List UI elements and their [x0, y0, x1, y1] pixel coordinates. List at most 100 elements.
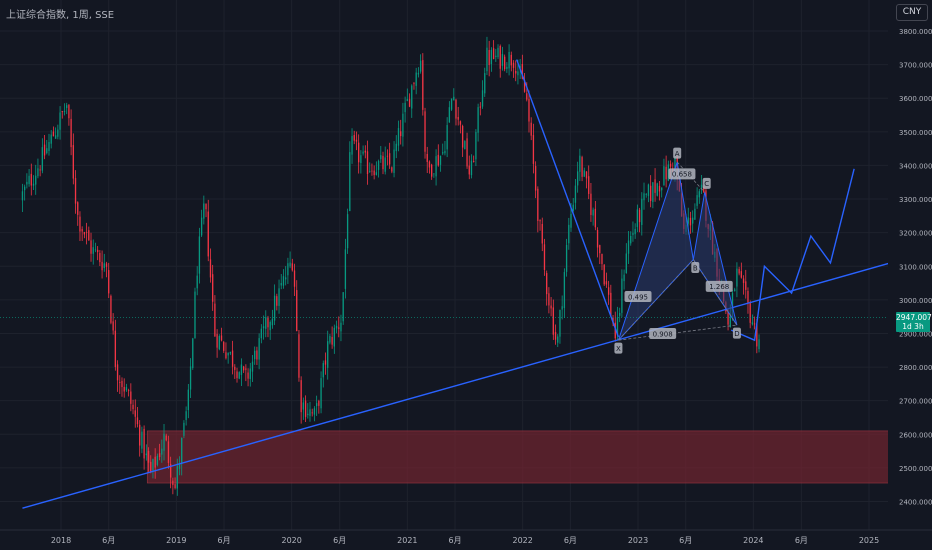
candle-body: [627, 240, 630, 254]
candle-body: [258, 338, 260, 360]
price-axis[interactable]: 2400.0000 2500.0000 2600.0000 2700.0000 2800…: [888, 0, 932, 550]
candle-body: [756, 323, 758, 347]
candle-body: [72, 145, 74, 179]
candle-body: [234, 366, 236, 370]
price-tick-label: 3500.0000: [899, 129, 932, 137]
candle-body: [663, 166, 665, 186]
candle-body: [557, 336, 559, 343]
candle-body: [342, 292, 344, 322]
point-label-a: A: [675, 150, 680, 158]
candle-body: [227, 352, 229, 356]
candle-body: [366, 151, 369, 174]
support-zone-rect: [146, 430, 927, 484]
candle-body: [590, 193, 592, 215]
candle-body: [331, 337, 333, 345]
candle-body: [240, 364, 243, 375]
time-tick-label: 6月: [102, 536, 115, 545]
time-tick-label: 2023: [628, 536, 648, 545]
candle-body: [424, 111, 426, 152]
candle-body: [344, 249, 347, 289]
point-label-b: B: [693, 264, 698, 272]
candle-body: [473, 161, 475, 163]
candle-body: [534, 165, 537, 191]
candle-body: [745, 281, 747, 290]
candle-body: [466, 138, 468, 167]
candle-body: [588, 176, 590, 194]
candle-body: [603, 264, 605, 285]
candle-body: [758, 339, 760, 350]
time-tick-label: 6月: [564, 536, 577, 545]
candle-body: [302, 402, 305, 410]
candle-body: [127, 390, 130, 392]
candle-body: [293, 270, 296, 287]
candle-body: [353, 135, 355, 141]
candle-body: [183, 422, 185, 436]
candle-body: [619, 312, 621, 316]
candle-body: [616, 317, 619, 336]
candle-body: [254, 350, 256, 360]
candle-body: [415, 72, 417, 86]
candle-body: [280, 282, 282, 286]
candle-body: [223, 342, 225, 351]
candle-body: [59, 112, 61, 130]
candle-body: [35, 175, 37, 185]
candle-body: [599, 245, 601, 254]
candle-body: [313, 408, 316, 415]
candle-body: [247, 372, 249, 379]
candle-body: [285, 277, 287, 280]
candle-body: [585, 171, 588, 179]
candle-body: [214, 303, 216, 337]
candle-body: [145, 453, 147, 456]
candle-body: [459, 121, 462, 125]
time-axis[interactable]: 2018 6月 2019 6月 2020 6月 2021 6月 2022 6月 2023 6月 2024…: [0, 529, 932, 550]
candle-body: [490, 49, 493, 65]
candle-body: [450, 98, 453, 110]
price-tick-label: 2500.0000: [899, 465, 932, 473]
candle-body: [57, 129, 59, 137]
candle-body: [351, 136, 353, 155]
candle-body: [523, 80, 526, 92]
candle-body: [583, 170, 585, 177]
candle-body: [218, 335, 220, 350]
price-tick-label: 3100.0000: [899, 263, 932, 271]
candle-body: [453, 96, 455, 101]
candle-body: [561, 306, 563, 310]
candle-body: [130, 391, 132, 404]
candle-body: [400, 131, 402, 137]
candle-body: [641, 198, 643, 225]
price-tick-label: 2700.0000: [899, 398, 932, 406]
candle-body: [464, 141, 466, 150]
candle-body: [152, 458, 154, 471]
candle-body: [212, 274, 214, 302]
candle-body: [610, 292, 612, 316]
candle-body: [623, 274, 625, 282]
candle-body: [338, 327, 340, 329]
candle-body: [66, 105, 68, 108]
candle-body: [397, 128, 400, 146]
candle-body: [461, 126, 464, 148]
candle-body: [346, 214, 349, 249]
candle-body: [546, 273, 548, 295]
candle-body: [579, 155, 581, 172]
candle-body: [360, 155, 362, 164]
point-label-x-bg: [614, 342, 623, 354]
ratio-line-bd: [692, 259, 738, 326]
candle-body: [26, 181, 28, 185]
time-tick-label: 2022: [512, 536, 532, 545]
price-tick-label: 3600.0000: [899, 95, 932, 103]
candle-body: [304, 400, 307, 417]
projection-path: [730, 168, 855, 342]
candle-body: [634, 228, 636, 235]
currency-button[interactable]: CNY: [896, 4, 928, 21]
point-label-b-bg: [691, 262, 700, 274]
time-tick-label: 6月: [795, 536, 808, 545]
candle-body: [512, 62, 515, 68]
ratio-line-xd: [618, 324, 737, 341]
candle-body: [636, 209, 639, 227]
time-tick-label: 6月: [679, 536, 692, 545]
candle-body: [139, 424, 141, 446]
candle-body: [734, 289, 736, 292]
price-tick-label: 2800.0000: [899, 364, 932, 372]
candle-body: [103, 263, 105, 269]
